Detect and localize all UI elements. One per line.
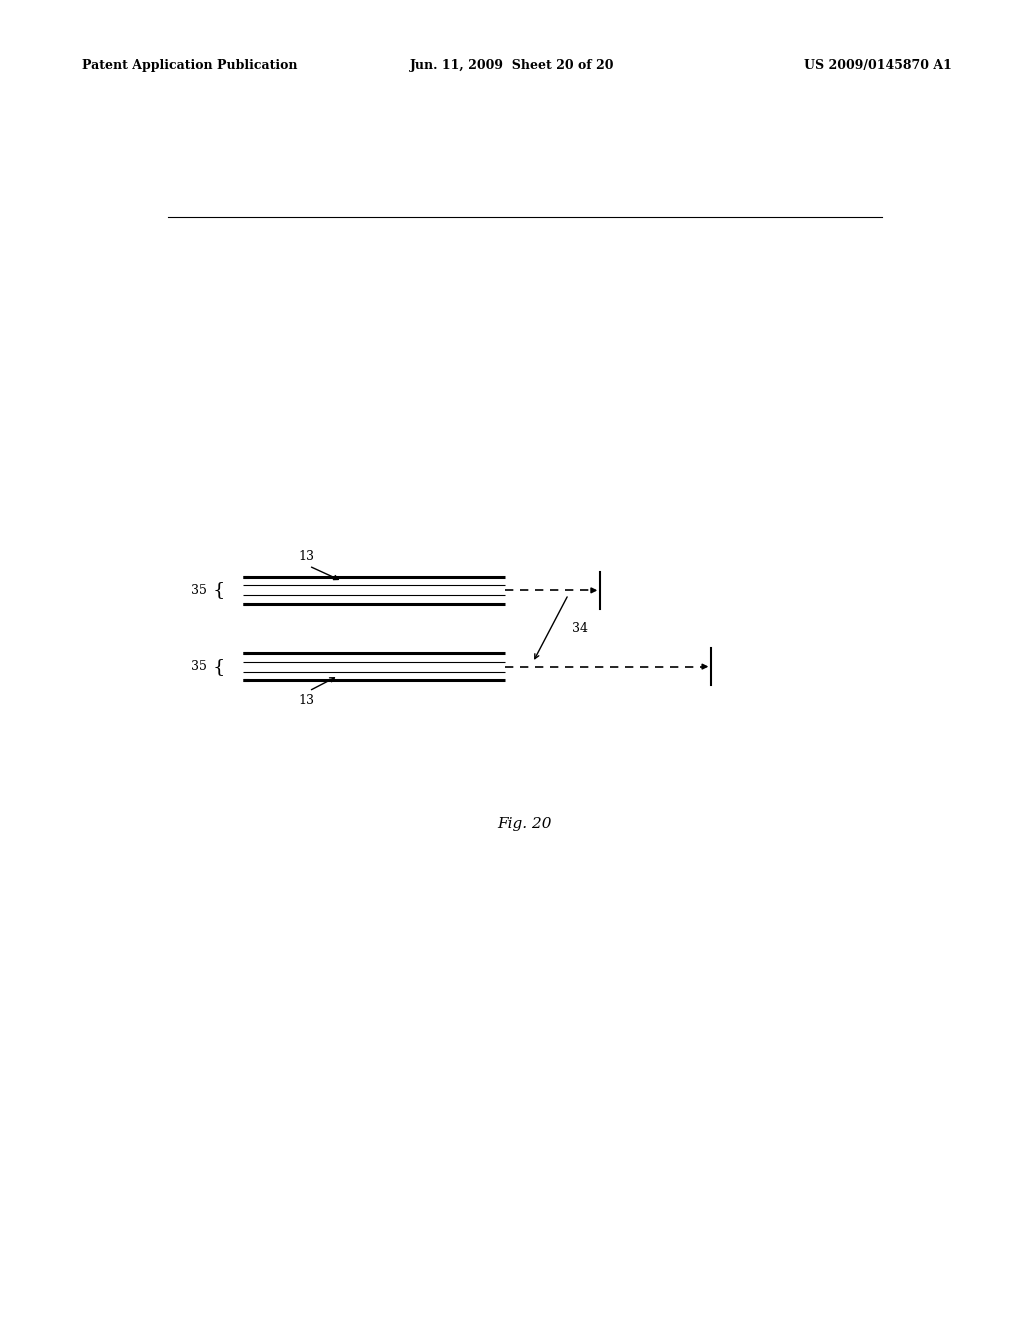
Text: 13: 13 (299, 694, 314, 708)
Text: US 2009/0145870 A1: US 2009/0145870 A1 (805, 59, 952, 73)
Text: {: { (213, 657, 225, 676)
Text: 35: 35 (191, 660, 207, 673)
Text: Fig. 20: Fig. 20 (498, 817, 552, 832)
Text: Jun. 11, 2009  Sheet 20 of 20: Jun. 11, 2009 Sheet 20 of 20 (410, 59, 614, 73)
Text: 13: 13 (299, 550, 314, 562)
Text: 35: 35 (191, 583, 207, 597)
Text: 34: 34 (572, 623, 589, 635)
Text: Patent Application Publication: Patent Application Publication (82, 59, 297, 73)
Text: {: { (213, 581, 225, 599)
